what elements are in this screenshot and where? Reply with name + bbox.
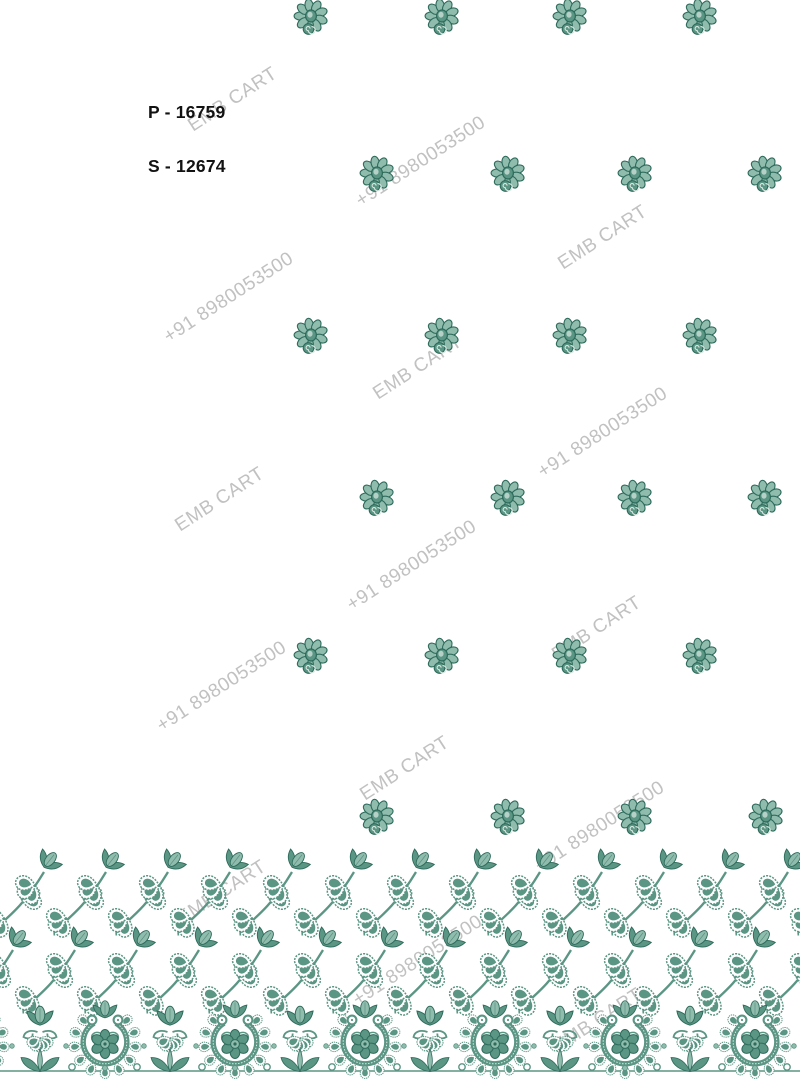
watermark-brand-text: EMB CART: [548, 592, 646, 666]
watermark-phone-text: +91 8980053500: [352, 111, 490, 212]
watermark-brand-text: EMB CART: [549, 984, 647, 1058]
watermark-brand-text: EMB CART: [184, 63, 282, 137]
stitch-code-s: S - 12674: [148, 156, 226, 176]
watermark-brand-text: EMB CART: [356, 732, 454, 806]
watermark-phone-text: +91 8980053500: [153, 636, 291, 737]
design-code-p: P - 16759: [148, 102, 226, 122]
watermark-phone-text: +91 8980053500: [343, 515, 481, 616]
watermark-brand-text: EMB CART: [171, 463, 269, 537]
watermark-phone-text: +91 8980053500: [534, 382, 672, 483]
watermark-phone-text: +91 8980053500: [160, 247, 298, 348]
watermark-brand-text: EMB CART: [369, 331, 467, 405]
watermark-phone-text: +91 8980053500: [349, 910, 487, 1011]
watermark-phone-text: +91 8980053500: [531, 776, 669, 877]
watermark-brand-text: EMB CART: [554, 201, 652, 275]
watermark-brand-text: EMB CART: [173, 856, 271, 930]
